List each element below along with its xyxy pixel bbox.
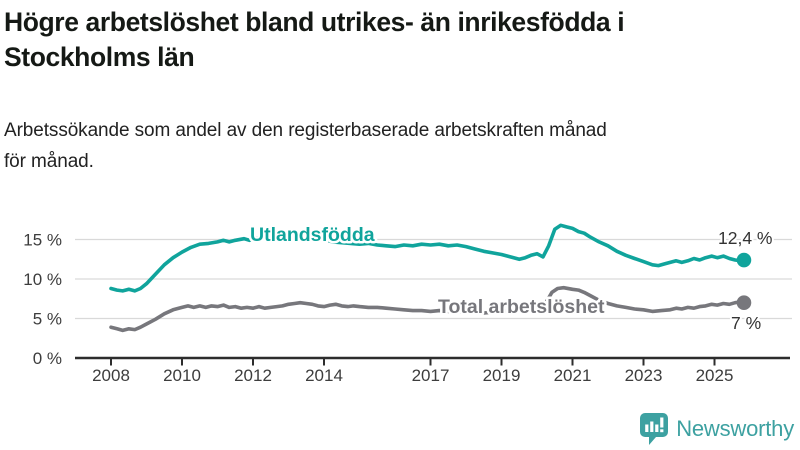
x-tick-label-2023: 2023 (625, 366, 663, 385)
chart-subtitle-line2: för månad. (4, 151, 94, 172)
newsworthy-wordmark: Newsworthy (676, 416, 794, 441)
x-tick-label-2017: 2017 (412, 366, 450, 385)
page-title-line1: Högre arbetslöshet bland utrikes- än inr… (4, 7, 625, 37)
speech-bubble-shape (640, 413, 669, 445)
y-tick-label-10: 10 % (23, 270, 62, 289)
x-tick-label-2010: 2010 (163, 366, 201, 385)
series-label-1: Total arbetslöshet (438, 296, 605, 318)
exclamation-stem (660, 417, 664, 428)
series-label-0: Utlandsfödda (250, 224, 375, 246)
x-tick-label-2008: 2008 (92, 366, 130, 385)
series-end-dot-0 (736, 252, 752, 268)
x-tick-label-2019: 2019 (483, 366, 521, 385)
x-tick-label-2021: 2021 (554, 366, 592, 385)
series-end-dot-1 (736, 295, 752, 311)
series-end-label-1: 7 % (731, 313, 761, 333)
series-end-label-0: 12,4 % (718, 228, 772, 248)
x-tick-label-2025: 2025 (696, 366, 734, 385)
series-line-0 (109, 223, 746, 293)
exclamation-dot (660, 429, 664, 433)
page-title: Högre arbetslöshet bland utrikes- än inr… (4, 5, 796, 75)
chart-subtitle: Arbetssökande som andel av den registerb… (4, 115, 796, 177)
newsworthy-bubble-chart-icon (640, 413, 669, 445)
bar-2 (650, 421, 654, 432)
x-tick-label-2014: 2014 (305, 366, 343, 385)
x-tick-label-2012: 2012 (234, 366, 272, 385)
newsworthy-logo: Newsworthy (639, 412, 794, 446)
chart-subtitle-line1: Arbetssökande som andel av den registerb… (4, 120, 607, 141)
page-title-line2: Stockholms län (4, 42, 195, 72)
y-tick-label-0: 0 % (33, 349, 62, 368)
y-tick-label-5: 5 % (33, 310, 62, 329)
bar-3 (655, 424, 659, 432)
y-tick-label-15: 15 % (23, 231, 62, 250)
bar-1 (645, 424, 649, 432)
series-line-1 (109, 285, 746, 333)
